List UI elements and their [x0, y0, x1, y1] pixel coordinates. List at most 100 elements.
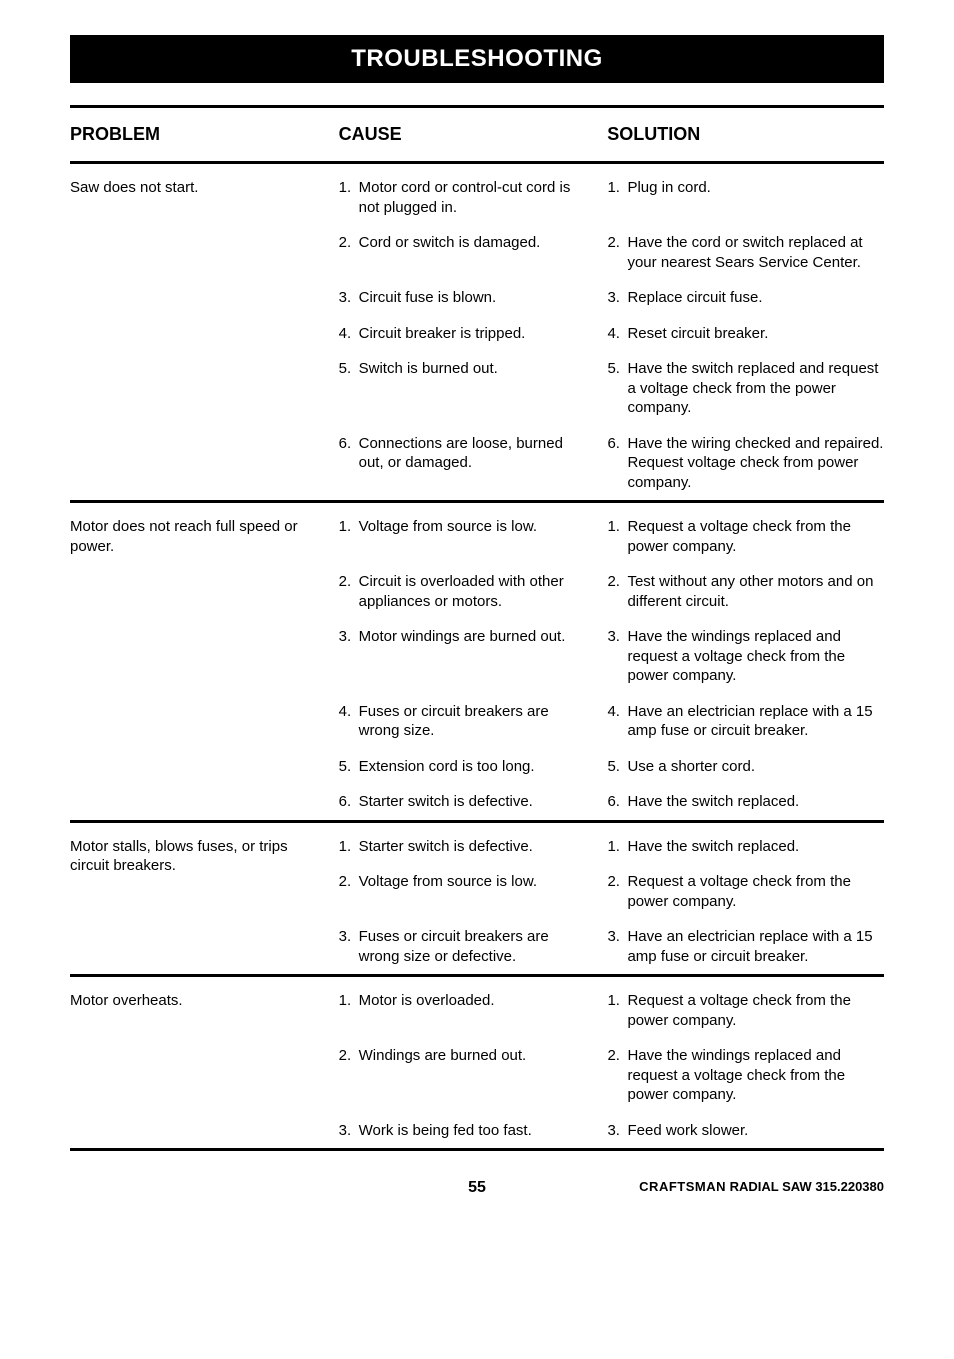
solution-text: Have an electrician replace with a 15 am…	[627, 702, 884, 741]
solution-text: Have the wiring checked and repaired. Re…	[627, 434, 884, 493]
row-number: 3.	[339, 627, 359, 686]
solution-text: Have the switch replaced.	[627, 792, 884, 812]
table-row: 3.Fuses or circuit breakers are wrong si…	[339, 927, 884, 966]
row-number: 3.	[339, 927, 359, 966]
row-number: 2.	[607, 572, 627, 611]
row-number: 2.	[607, 1046, 627, 1105]
solution-cell: 4.Reset circuit breaker.	[607, 324, 884, 344]
cause-cell: 5.Extension cord is too long.	[339, 757, 608, 777]
solution-cell: 4.Have an electrician replace with a 15 …	[607, 702, 884, 741]
solution-text: Replace circuit fuse.	[627, 288, 884, 308]
table-row: 2.Cord or switch is damaged.2. Have the c…	[339, 233, 884, 272]
table-row: 1.Voltage from source is low.1.Request a…	[339, 517, 884, 556]
cause-text: Motor cord or control-cut cord is not pl…	[359, 178, 590, 217]
row-number: 4.	[339, 702, 359, 741]
row-number: 2.	[339, 233, 359, 272]
table-header-row: PROBLEM CAUSE SOLUTION	[70, 108, 884, 161]
cause-cell: 1.Motor cord or control-cut cord is not …	[339, 178, 608, 217]
solution-cell: 2.Test without any other motors and on d…	[607, 572, 884, 611]
solution-text: Have the windings replaced and request a…	[627, 1046, 884, 1105]
row-number: 2.	[339, 572, 359, 611]
cause-cell: 3.Circuit fuse is blown.	[339, 288, 608, 308]
header-cause: CAUSE	[339, 124, 608, 145]
table-row: 3.Work is being fed too fast.3.Feed work…	[339, 1121, 884, 1141]
solution-text: Feed work slower.	[627, 1121, 884, 1141]
table-section: Saw does not start.1.Motor cord or contr…	[70, 161, 884, 500]
cause-cell: 1.Voltage from source is low.	[339, 517, 608, 556]
table-row: 1.Motor cord or control-cut cord is not …	[339, 178, 884, 217]
cause-cell: 2.Circuit is overloaded with other appli…	[339, 572, 608, 611]
cause-cell: 1.Starter switch is defective.	[339, 837, 608, 857]
cause-solution-list: 1.Motor cord or control-cut cord is not …	[339, 178, 884, 492]
table-row: 2.Voltage from source is low.2.Request a…	[339, 872, 884, 911]
solution-text: Have the cord or switch replaced at your…	[627, 233, 884, 272]
table-section: Motor stalls, blows fuses, or trips circ…	[70, 820, 884, 975]
problem-text: Motor overheats.	[70, 991, 329, 1011]
table-row: 1.Starter switch is defective.1.Have the…	[339, 837, 884, 857]
cause-text: Starter switch is defective.	[359, 792, 590, 812]
cause-text: Fuses or circuit breakers are wrong size…	[359, 927, 590, 966]
row-number: 1.	[607, 991, 627, 1030]
header-solution: SOLUTION	[607, 124, 884, 145]
problem-cell: Motor overheats.	[70, 991, 339, 1140]
table-body: Saw does not start.1.Motor cord or contr…	[70, 161, 884, 1151]
row-number: 5.	[339, 359, 359, 418]
cause-text: Circuit breaker is tripped.	[359, 324, 590, 344]
solution-cell: 2.Have the windings replaced and request…	[607, 1046, 884, 1105]
problem-cell: Motor does not reach full speed or power…	[70, 517, 339, 812]
problem-cell: Motor stalls, blows fuses, or trips circ…	[70, 837, 339, 967]
page-footer: 55 CRAFTSMAN RADIAL SAW 315.220380	[70, 1179, 884, 1199]
solution-cell: 3.Feed work slower.	[607, 1121, 884, 1141]
solution-cell: 3.Have an electrician replace with a 15 …	[607, 927, 884, 966]
row-number: 6.	[607, 434, 627, 493]
header-problem: PROBLEM	[70, 124, 339, 145]
cause-text: Starter switch is defective.	[359, 837, 590, 857]
table-row: 6.Starter switch is defective.6.Have the…	[339, 792, 884, 812]
table-row: 4.Fuses or circuit breakers are wrong si…	[339, 702, 884, 741]
problem-text: Motor stalls, blows fuses, or trips circ…	[70, 837, 329, 876]
solution-text: Have the switch replaced.	[627, 837, 884, 857]
cause-cell: 2.Cord or switch is damaged.	[339, 233, 608, 272]
row-number: 4.	[607, 324, 627, 344]
table-row: 4.Circuit breaker is tripped.4.Reset cir…	[339, 324, 884, 344]
row-number: 1.	[339, 178, 359, 217]
footer-product-text: RADIAL SAW 315.220380	[726, 1179, 884, 1194]
row-number: 1.	[607, 837, 627, 857]
row-number: 4.	[339, 324, 359, 344]
row-number: 1.	[607, 517, 627, 556]
cause-text: Switch is burned out.	[359, 359, 590, 418]
table-row: 5.Extension cord is too long.5.Use a sho…	[339, 757, 884, 777]
solution-cell: 2.Request a voltage check from the power…	[607, 872, 884, 911]
row-number: 5.	[339, 757, 359, 777]
table-row: 1. Motor is overloaded. 1.Request a voltag…	[339, 991, 884, 1030]
row-number: 4.	[607, 702, 627, 741]
row-number: 6.	[339, 434, 359, 493]
cause-cell: 6.Connections are loose, burned out, or …	[339, 434, 608, 493]
cause-solution-list: 1.Starter switch is defective.1.Have the…	[339, 837, 884, 967]
solution-text: Test without any other motors and on dif…	[627, 572, 884, 611]
problem-cell: Saw does not start.	[70, 178, 339, 492]
cause-text: Fuses or circuit breakers are wrong size…	[359, 702, 590, 741]
solution-cell: 1.Have the switch replaced.	[607, 837, 884, 857]
table-section: Motor overheats.1.Motor is overloaded.1.…	[70, 974, 884, 1148]
row-number: 2.	[607, 872, 627, 911]
cause-text: Work is being fed too fast.	[359, 1121, 590, 1141]
page-number: 55	[468, 1179, 486, 1197]
cause-solution-list: 1. Motor is overloaded. 1.Request a voltag…	[339, 991, 884, 1140]
footer-brand: CRAFTSMAN	[639, 1179, 726, 1194]
row-number: 1.	[339, 517, 359, 556]
solution-cell: 1.Request a voltage check from the power…	[607, 991, 884, 1030]
cause-text: Circuit fuse is blown.	[359, 288, 590, 308]
solution-cell: 6.Have the wiring checked and repaired. …	[607, 434, 884, 493]
cause-cell: 3.Motor windings are burned out.	[339, 627, 608, 686]
cause-cell: 3.Fuses or circuit breakers are wrong si…	[339, 927, 608, 966]
row-number: 5.	[607, 359, 627, 418]
solution-cell: 3.Replace circuit fuse.	[607, 288, 884, 308]
row-number: 3.	[607, 927, 627, 966]
cause-cell: 4.Circuit breaker is tripped.	[339, 324, 608, 344]
solution-cell: 1.Request a voltage check from the power…	[607, 517, 884, 556]
table-row: 3.Motor windings are burned out.3.Have t…	[339, 627, 884, 686]
cause-text: Windings are burned out.	[359, 1046, 590, 1105]
cause-text: Motor is overloaded.	[359, 991, 590, 1030]
row-number: 6.	[607, 792, 627, 812]
